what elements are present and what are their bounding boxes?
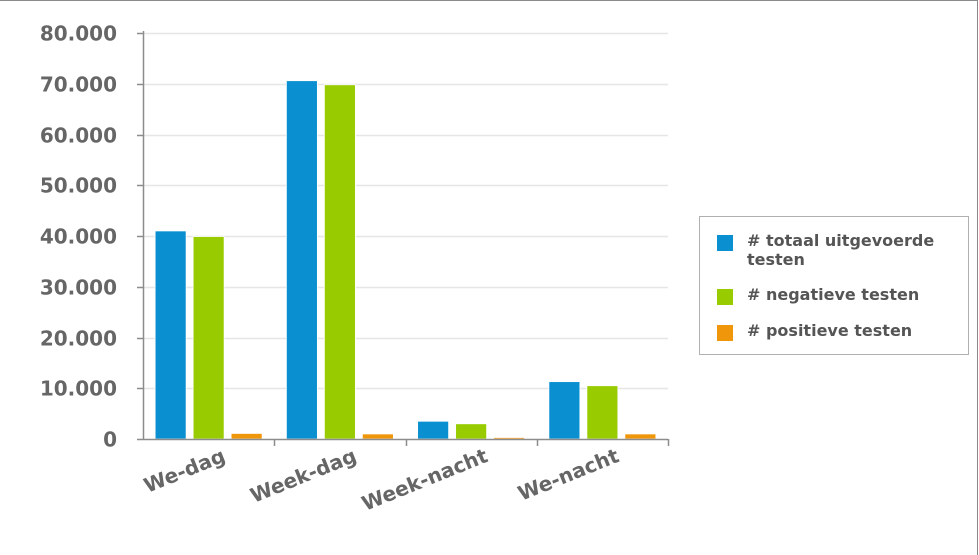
y-tick-label: 60.000: [40, 124, 117, 148]
legend-swatch-negatief: [717, 289, 733, 305]
x-tick-label: Week-dag: [247, 443, 360, 507]
bars: [154, 80, 657, 440]
y-tick-label: 0: [103, 428, 117, 452]
legend-item-totaal: # totaal uitgevoerde testen: [717, 231, 962, 269]
y-tick-label: 20.000: [40, 327, 117, 351]
bar-3-1: [586, 385, 619, 440]
bar-0-2: [230, 433, 263, 440]
bar-0-0: [154, 230, 187, 440]
grid-lines: [143, 32, 668, 390]
bar-2-0: [417, 420, 450, 440]
bar-1-0: [285, 80, 318, 440]
legend-label-negatief: # negatieve testen: [747, 285, 920, 304]
bar-3-0: [548, 381, 581, 440]
legend: # totaal uitgevoerde testen # negatieve …: [699, 216, 969, 355]
x-tick-label: We-nacht: [514, 443, 622, 505]
y-tick-label: 10.000: [40, 377, 117, 401]
y-tick-labels: 0 10.000 20.000 30.000 40.000 50.000 60.000 70.…: [40, 22, 117, 452]
y-tick-label: 50.000: [40, 174, 117, 198]
axes: [137, 31, 670, 446]
y-tick-label: 30.000: [40, 276, 117, 300]
y-tick-label: 80.000: [40, 22, 117, 46]
x-tick-label: Week-nacht: [358, 443, 491, 515]
bar-1-1: [323, 84, 356, 440]
legend-label-totaal: # totaal uitgevoerde testen: [747, 231, 935, 269]
legend-swatch-positief: [717, 325, 733, 341]
legend-label-positief: # positieve testen: [747, 321, 913, 340]
legend-item-positief: # positieve testen: [717, 321, 962, 341]
bar-3-2: [624, 433, 657, 440]
legend-swatch-totaal: [717, 235, 733, 251]
bar-2-1: [455, 423, 488, 440]
y-tick-label: 40.000: [40, 225, 117, 249]
bar-1-2: [361, 433, 394, 440]
legend-item-negatief: # negatieve testen: [717, 285, 962, 305]
bar-0-1: [192, 236, 225, 440]
y-tick-label: 70.000: [40, 73, 117, 97]
x-tick-label: We-dag: [140, 443, 228, 497]
